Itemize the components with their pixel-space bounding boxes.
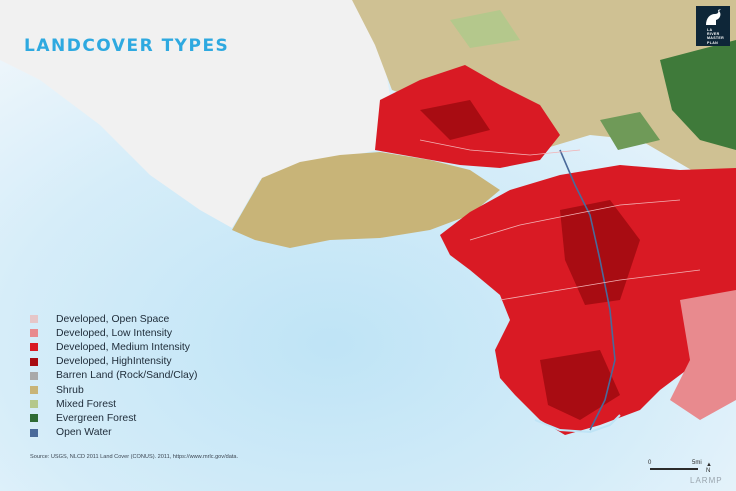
legend-label: Developed, HighIntensity (56, 356, 172, 368)
forest-patch-1 (660, 40, 736, 150)
legend-item: Mixed Forest (30, 397, 198, 411)
legend-item: Evergreen Forest (30, 411, 198, 425)
urban-core-3 (420, 100, 490, 140)
legend-label: Mixed Forest (56, 398, 117, 410)
legend-swatch (30, 400, 38, 409)
legend-swatch (30, 371, 38, 380)
legend-label: Developed, Medium Intensity (56, 341, 190, 353)
legend-item: Developed, Open Space (30, 312, 198, 326)
legend-item: Shrub (30, 383, 198, 397)
legend-label: Evergreen Forest (56, 412, 137, 424)
scale-bar: 0 5mi ▲ N (648, 460, 720, 474)
freeway-2 (499, 269, 701, 301)
legend-item: Open Water (30, 426, 198, 440)
scale-line (650, 468, 698, 470)
legend-label: Barren Land (Rock/Sand/Clay) (56, 370, 198, 382)
freeway-3 (419, 139, 581, 156)
forest-patch-2 (600, 112, 660, 150)
legend-swatch (30, 414, 38, 423)
harbor (534, 414, 621, 434)
watermark: LARMP (690, 476, 723, 485)
urban-core-1 (560, 200, 640, 305)
legend-swatch (30, 343, 38, 352)
scale-end-label: 5mi (692, 460, 702, 466)
legend-label: Developed, Low Intensity (56, 327, 173, 339)
legend-label: Shrub (56, 384, 84, 396)
freeway-1 (469, 199, 681, 241)
la-river-master-plan-logo: LA RIVER MASTER PLAN (696, 6, 730, 46)
legend-swatch (30, 386, 38, 395)
logo-text: LA RIVER MASTER PLAN (707, 28, 724, 45)
legend-label: Developed, Open Space (56, 313, 170, 325)
legend-label: Open Water (56, 427, 112, 439)
forest-patch-3 (450, 10, 520, 48)
source-citation: Source: USGS, NLCD 2011 Land Cover (CONU… (30, 454, 239, 460)
north-arrow-icon: ▲ N (706, 462, 712, 474)
heron-icon (706, 9, 721, 25)
legend-item: Developed, HighIntensity (30, 355, 198, 369)
urban-core-2 (540, 350, 620, 420)
legend-swatch (30, 357, 38, 366)
shrub-santa-monica (232, 152, 500, 248)
la-river (559, 149, 616, 431)
legend-item: Developed, Medium Intensity (30, 340, 198, 354)
scale-start-label: 0 (648, 460, 652, 466)
legend-swatch (30, 329, 38, 338)
map-title: LANDCOVER TYPES (24, 36, 230, 56)
legend-item: Developed, Low Intensity (30, 326, 198, 340)
urban-fringe (670, 290, 736, 420)
legend-swatch (30, 428, 38, 437)
legend: Developed, Open Space Developed, Low Int… (30, 312, 198, 440)
legend-item: Barren Land (Rock/Sand/Clay) (30, 369, 198, 383)
legend-swatch (30, 315, 38, 324)
